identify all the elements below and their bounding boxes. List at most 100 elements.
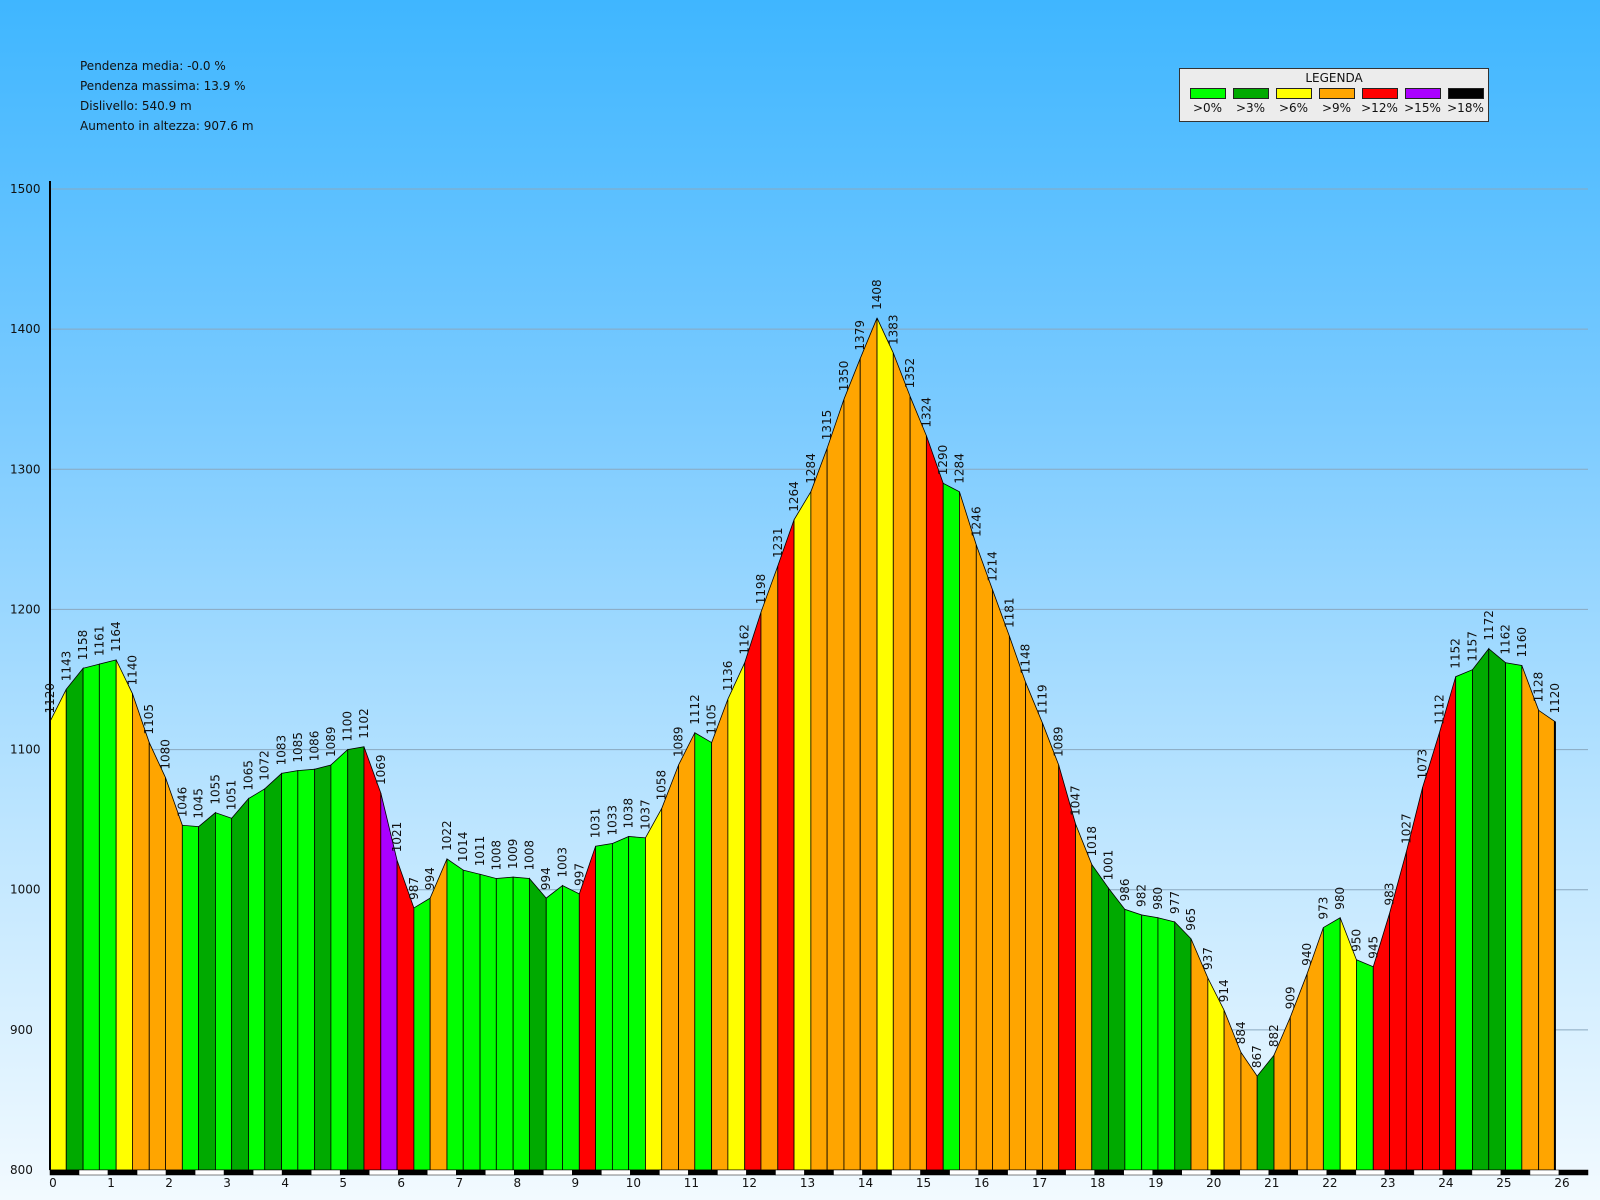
data-label: 1161 (92, 626, 106, 657)
profile-segment (1075, 823, 1093, 1171)
data-label: 950 (1349, 929, 1363, 952)
data-label: 1055 (208, 774, 222, 805)
data-label: 1408 (870, 279, 884, 310)
data-label: 965 (1184, 908, 1198, 931)
data-label: 987 (407, 877, 421, 900)
data-label: 1008 (522, 840, 536, 871)
data-label: 1047 (1069, 785, 1083, 816)
data-label: 1246 (969, 506, 983, 537)
x-axis-band-cell (252, 1169, 283, 1176)
x-axis-band-cell (1181, 1169, 1212, 1176)
profile-segment (49, 689, 67, 1171)
data-label: 1022 (440, 820, 454, 851)
profile-segment (661, 764, 679, 1171)
data-label: 1350 (837, 361, 851, 392)
x-tick-label-15: 15 (916, 1176, 931, 1190)
data-label: 1148 (1019, 644, 1033, 675)
x-axis-band-cell (1384, 1169, 1415, 1176)
x-tick-label-25: 25 (1496, 1176, 1511, 1190)
legend-label-6: >18% (1447, 101, 1484, 115)
profile-segment (363, 746, 382, 1171)
x-axis-band-cell (1210, 1169, 1241, 1176)
stat-dislivello: Dislivello: 540.9 m (80, 99, 192, 113)
x-axis-band-cell (165, 1169, 196, 1176)
x-axis-band-cell (1007, 1169, 1037, 1176)
data-label: 1140 (125, 655, 139, 686)
profile-segment (876, 317, 894, 1171)
profile-segment (1174, 920, 1192, 1171)
x-tick-label-3: 3 (223, 1176, 231, 1190)
profile-segment (1157, 917, 1176, 1171)
profile-segment (1538, 709, 1556, 1171)
legend-label-1: >3% (1235, 101, 1266, 115)
profile-segment (231, 797, 249, 1171)
profile-segment (678, 732, 696, 1171)
x-axis-band-cell (397, 1169, 428, 1176)
profile-segment (909, 396, 927, 1171)
profile-segment (281, 770, 299, 1171)
profile-segment (777, 519, 795, 1171)
x-axis-band-cell (659, 1169, 689, 1176)
legend-item-3: >9% (1315, 88, 1358, 115)
data-label: 1038 (622, 798, 636, 829)
x-axis-band-cell (717, 1169, 747, 1176)
data-label: 1157 (1466, 631, 1480, 662)
x-tick-label-8: 8 (513, 1176, 521, 1190)
legend-label-3: >9% (1321, 101, 1352, 115)
data-label: 909 (1283, 986, 1297, 1009)
profile-segment (843, 358, 861, 1171)
x-axis-band-cell (1094, 1169, 1124, 1176)
profile-segment (628, 836, 646, 1171)
profile-segment (1339, 917, 1357, 1171)
data-label: 882 (1267, 1024, 1281, 1047)
y-tick-label-1100: 1100 (10, 743, 41, 757)
profile-segment (727, 662, 746, 1171)
data-label: 1383 (886, 314, 900, 345)
x-axis-band-cell (920, 1169, 950, 1176)
data-label: 1324 (919, 397, 933, 428)
legend-item-1: >3% (1229, 88, 1272, 115)
legend-swatch-1 (1232, 88, 1269, 99)
x-axis-band-cell (1558, 1169, 1589, 1176)
legend-swatch-3 (1318, 88, 1355, 99)
data-label: 1120 (1548, 683, 1562, 714)
x-tick-label-14: 14 (858, 1176, 873, 1190)
x-axis-band-cell (891, 1169, 921, 1176)
profile-segment (181, 824, 199, 1171)
data-label: 982 (1135, 884, 1149, 907)
data-label: 1027 (1399, 813, 1413, 844)
legend-swatch-4 (1361, 88, 1398, 99)
profile-segment (413, 897, 431, 1171)
x-tick-label-2: 2 (165, 1176, 173, 1190)
data-label: 1112 (1432, 694, 1446, 725)
data-label: 1100 (341, 711, 355, 742)
data-label: 980 (1333, 887, 1347, 910)
profile-segment (925, 435, 944, 1171)
data-label: 1284 (804, 453, 818, 484)
data-label: 1160 (1515, 627, 1529, 658)
y-tick-label-800: 800 (10, 1163, 33, 1177)
data-label: 940 (1300, 943, 1314, 966)
data-label: 1162 (1499, 624, 1513, 655)
x-axis-band-cell (804, 1169, 834, 1176)
data-label: 1128 (1532, 672, 1546, 703)
x-axis-band-cell (136, 1169, 167, 1176)
legend-swatch-6 (1447, 88, 1484, 99)
profile-segment (1190, 938, 1209, 1171)
x-tick-label-6: 6 (397, 1176, 405, 1190)
x-tick-label-21: 21 (1264, 1176, 1279, 1190)
data-label: 1045 (192, 788, 206, 819)
profile-segment (248, 788, 266, 1171)
profile-segment (429, 858, 448, 1171)
data-label: 1080 (158, 739, 172, 770)
profile-segment (595, 842, 613, 1171)
profile-segment (132, 693, 150, 1171)
data-label: 1069 (374, 754, 388, 785)
x-axis-band-cell (281, 1169, 312, 1176)
x-axis-band-cell (1152, 1169, 1182, 1176)
data-label: 1164 (109, 621, 123, 652)
profile-segment (1472, 647, 1490, 1171)
data-label: 1162 (738, 624, 752, 655)
profile-segment (744, 612, 762, 1171)
data-label: 1315 (820, 410, 834, 441)
